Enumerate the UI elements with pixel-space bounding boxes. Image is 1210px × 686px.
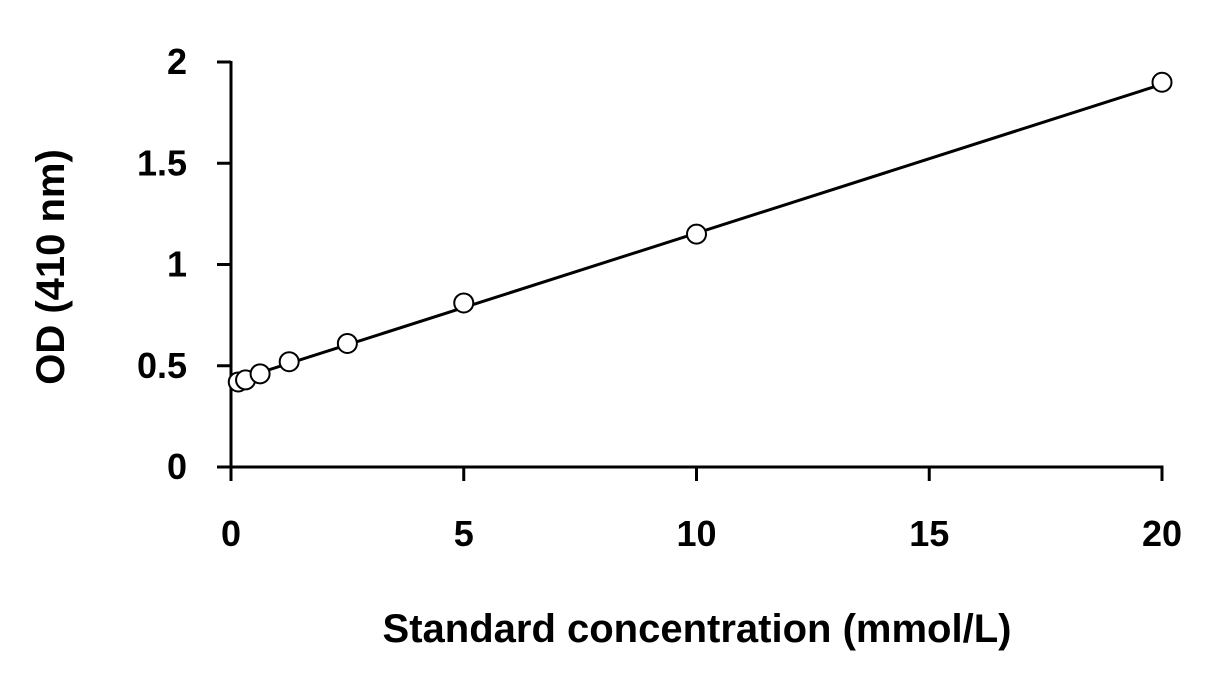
x-tick-label: 20 <box>1142 513 1182 554</box>
y-tick-label: 1.5 <box>137 142 187 183</box>
y-tick-label: 1 <box>167 244 187 285</box>
data-point <box>249 363 271 385</box>
axes <box>229 61 1164 469</box>
x-tick-label: 15 <box>909 513 949 554</box>
data-point <box>686 223 707 245</box>
y-axis-title: OD (410 nm) <box>29 149 73 385</box>
x-tick-label: 0 <box>221 513 241 554</box>
data-point <box>336 332 358 354</box>
data-point <box>278 351 300 373</box>
y-tick-label: 0.5 <box>137 345 187 386</box>
x-axis-title: Standard concentration (mmol/L) <box>383 607 1012 651</box>
data-point <box>453 292 475 314</box>
data-point <box>1151 71 1173 93</box>
y-tick-label: 0 <box>167 446 187 487</box>
x-tick-label: 10 <box>676 513 716 554</box>
y-tick-label: 2 <box>167 41 187 82</box>
x-tick-label: 5 <box>454 513 474 554</box>
ticks: 00.511.520 5 10 15 20 <box>137 41 1182 554</box>
data-points <box>227 71 1173 393</box>
